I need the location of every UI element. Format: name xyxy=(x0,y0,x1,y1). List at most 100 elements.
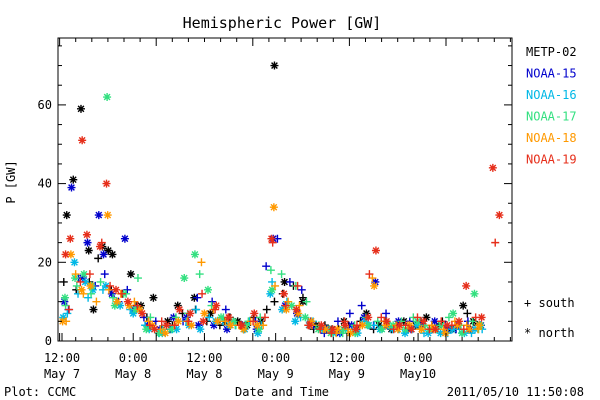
north-point xyxy=(162,321,171,330)
north-point xyxy=(488,163,497,172)
north-point xyxy=(200,309,209,318)
north-point xyxy=(161,329,170,338)
north-point xyxy=(431,325,440,334)
south-point xyxy=(71,270,80,279)
north-point xyxy=(393,325,402,334)
south-point xyxy=(221,305,230,314)
north-point xyxy=(113,297,122,306)
north-point xyxy=(305,321,314,330)
north-point xyxy=(364,313,373,322)
south-point xyxy=(63,309,72,318)
north-point xyxy=(69,175,78,184)
north-point xyxy=(267,234,276,243)
north-point xyxy=(135,305,144,314)
north-point xyxy=(196,325,205,334)
north-point xyxy=(279,289,288,298)
south-point xyxy=(76,277,85,286)
south-point xyxy=(92,297,101,306)
north-point xyxy=(66,234,75,243)
south-point xyxy=(266,266,275,275)
north-point xyxy=(110,301,119,310)
north-point xyxy=(58,317,67,326)
north-point xyxy=(417,325,426,334)
north-point xyxy=(66,250,75,259)
north-point xyxy=(449,309,458,318)
x-tick-time: 0:00 xyxy=(261,351,290,365)
north-point xyxy=(203,285,212,294)
north-point xyxy=(226,321,235,330)
x-tick-time: 12:00 xyxy=(329,351,365,365)
north-point xyxy=(457,329,466,338)
south-point xyxy=(94,254,103,263)
legend-entry-noaa-18: NOAA-18 xyxy=(526,131,577,145)
series-noaa-19 xyxy=(61,136,504,338)
south-point xyxy=(85,270,94,279)
north-point xyxy=(377,325,386,334)
south-point xyxy=(205,313,214,322)
footer-right: 2011/05/10 11:50:08 xyxy=(447,385,584,399)
north-point xyxy=(270,61,279,70)
north-point xyxy=(424,329,433,338)
north-point xyxy=(86,281,95,290)
north-point xyxy=(475,321,484,330)
x-tick-date: May10 xyxy=(400,367,436,381)
north-point xyxy=(371,277,380,286)
series-noaa-18 xyxy=(58,203,484,338)
series-noaa-17 xyxy=(60,93,485,338)
x-tick-time: 0:00 xyxy=(404,351,433,365)
y-tick-label: 20 xyxy=(38,255,52,269)
north-point xyxy=(163,317,172,326)
x-tick-date: May 9 xyxy=(258,367,294,381)
north-point xyxy=(291,317,300,326)
north-point xyxy=(76,104,85,113)
north-point xyxy=(120,234,129,243)
legend-entry-metp-02: METP-02 xyxy=(526,45,577,59)
north-point xyxy=(253,321,262,330)
north-point xyxy=(142,325,151,334)
north-point xyxy=(287,301,296,310)
north-point xyxy=(341,321,350,330)
north-point xyxy=(453,321,462,330)
x-tick-time: 12:00 xyxy=(44,351,80,365)
north-point xyxy=(255,325,264,334)
north-point xyxy=(250,309,259,318)
north-point xyxy=(150,325,159,334)
north-point xyxy=(103,211,112,220)
south-point xyxy=(357,301,366,310)
north-point xyxy=(149,293,158,302)
north-point xyxy=(81,277,90,286)
south-point xyxy=(65,305,74,314)
north-point xyxy=(495,211,504,220)
legend-entry-noaa-19: NOAA-19 xyxy=(526,153,577,167)
south-point xyxy=(437,317,446,326)
south-point xyxy=(297,285,306,294)
north-point xyxy=(339,325,348,334)
north-point xyxy=(269,203,278,212)
chart-title: Hemispheric Power [GW] xyxy=(183,14,382,32)
south-point xyxy=(281,301,290,310)
data-points xyxy=(58,61,504,338)
marker-legend-north: * north xyxy=(524,326,575,340)
south-point xyxy=(365,270,374,279)
south-point xyxy=(491,238,500,247)
north-point xyxy=(206,309,215,318)
footer-left: Plot: CCMC xyxy=(4,385,76,399)
north-point xyxy=(94,211,103,220)
north-point xyxy=(173,301,182,310)
x-tick-date: May 9 xyxy=(329,367,365,381)
south-point xyxy=(198,289,207,298)
north-point xyxy=(95,242,104,251)
north-point xyxy=(89,305,98,314)
north-point xyxy=(351,325,360,334)
north-point xyxy=(321,325,330,334)
north-point xyxy=(88,285,97,294)
north-point xyxy=(278,305,287,314)
x-tick-date: May 8 xyxy=(186,367,222,381)
north-point xyxy=(180,274,189,283)
south-point xyxy=(193,293,202,302)
north-point xyxy=(470,289,479,298)
y-tick-label: 60 xyxy=(38,98,52,112)
south-point xyxy=(270,297,279,306)
north-point xyxy=(175,305,184,314)
